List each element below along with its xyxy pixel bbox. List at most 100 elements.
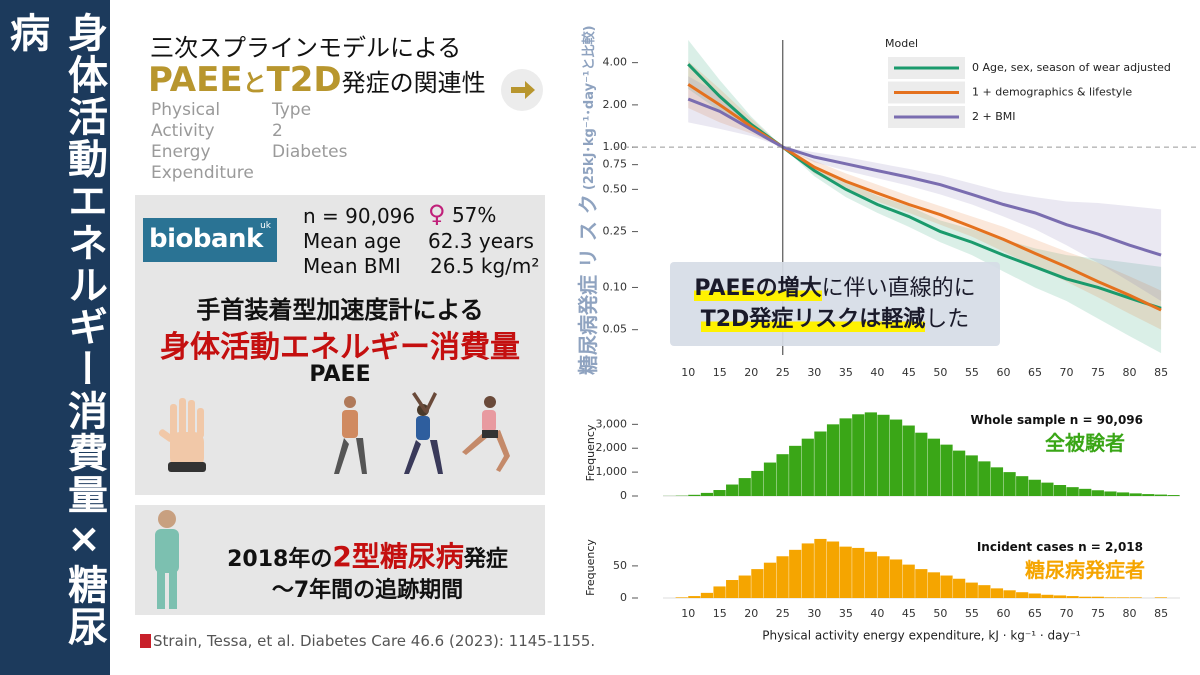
header-joiner: と: [242, 69, 267, 97]
histogram-bar: [1091, 596, 1104, 598]
histogram-bar: [864, 412, 877, 496]
histogram-bar: [1003, 590, 1016, 598]
histogram-bar: [877, 556, 890, 598]
citation: Strain, Tessa, et al. Diabetes Care 46.6…: [153, 632, 596, 650]
activity-icons: [158, 392, 510, 474]
logo-text: biobank: [149, 224, 263, 254]
annotation-highlight: PAEEの増大: [694, 276, 822, 301]
histogram-bar: [927, 572, 941, 598]
annotation-highlight: T2D発症リスクは軽減: [700, 307, 926, 332]
charts: 0.05 0.10 0.25 0.50 0.75 1.00 2.00 4.00 10 15 20 25…: [576, 25, 1200, 643]
x-tick-label: 40: [870, 607, 884, 620]
histogram-bar: [902, 425, 915, 496]
y-tick-label: 3,000: [596, 417, 628, 430]
histogram-bar: [776, 454, 789, 496]
x-tick-label: 20: [744, 607, 758, 620]
x-tick-label: 70: [1060, 607, 1074, 620]
x-axis-label: Physical activity energy expenditure, kJ…: [762, 629, 1081, 643]
histogram-bar: [940, 444, 953, 496]
x-tick-label: 50: [933, 366, 947, 379]
histogram-bar: [1066, 596, 1079, 598]
y-tick-label: 0.25: [603, 225, 628, 238]
term: Expenditure: [151, 163, 254, 183]
term: Physical: [151, 100, 221, 120]
histogram-bar: [713, 586, 726, 598]
outcome-line1: 2018年の2型糖尿病発症: [190, 535, 545, 575]
y-tick-label: 50: [613, 559, 627, 572]
histogram-bar: [1053, 485, 1067, 496]
x-tick-label: 70: [1060, 366, 1074, 379]
y-tick-label: 1.00: [603, 140, 628, 153]
plot-area: [687, 40, 1162, 354]
stretcher-icon: [404, 392, 443, 474]
histogram-bar: [814, 431, 827, 496]
histogram-bar: [801, 438, 814, 496]
histogram-bar: [1079, 488, 1092, 496]
outcome-text: 発症: [463, 547, 508, 572]
histogram-bar: [1041, 594, 1054, 598]
measure-line3: PAEE: [309, 362, 371, 387]
histogram-bar: [915, 569, 928, 598]
y-axis-label: Frequency: [584, 539, 597, 596]
histogram-bar: [940, 575, 953, 598]
arrow-icon: [501, 69, 543, 111]
outcome-line2: ～7年間の追跡期間: [271, 578, 464, 603]
x-tick-label: 30: [807, 607, 821, 620]
y-tick-label: 4.00: [603, 56, 628, 69]
histogram-bar: [789, 445, 802, 496]
histogram-bar: [688, 596, 701, 598]
histogram-bar: [826, 424, 840, 496]
walker-icon: [334, 396, 367, 474]
x-tick-label: 25: [776, 366, 790, 379]
histogram-bar: [902, 564, 915, 598]
paee-terms: Physical Activity Energy Expenditure: [151, 100, 254, 184]
histogram-bar: [1104, 597, 1117, 598]
x-tick-label: 55: [965, 607, 979, 620]
measure-line1: 手首装着型加速度計による: [196, 296, 484, 324]
histogram-bar: [675, 597, 688, 598]
histogram-bar: [1028, 593, 1041, 598]
histogram-bar: [1142, 494, 1155, 496]
age-label: Mean age: [303, 229, 402, 253]
histogram-bar: [789, 549, 802, 598]
histogram-bar: [965, 582, 978, 598]
histogram-bar: [700, 592, 714, 598]
x-tick-label: 35: [839, 366, 853, 379]
histogram-bar: [889, 419, 903, 496]
doctor-icon: [155, 510, 179, 609]
histogram-bar: [1116, 597, 1130, 598]
histogram-bar: [1129, 493, 1142, 496]
x-tick-label: 35: [839, 607, 853, 620]
legend-label: 1 + demographics & lifestyle: [972, 86, 1132, 99]
x-tick-label: 60: [996, 607, 1010, 620]
book-icon: [140, 634, 151, 648]
x-tick-label: 45: [902, 366, 916, 379]
histogram-label-ja: 全被験者: [1045, 431, 1125, 455]
x-tick-label: 80: [1123, 607, 1137, 620]
x-tick-label: 50: [933, 607, 947, 620]
histogram-bar: [700, 492, 714, 496]
outcome-highlight: 2型糖尿病: [332, 540, 464, 573]
measure-line2: 身体活動エネルギー消費量: [160, 330, 520, 365]
annotation-text: した: [925, 307, 970, 332]
histogram-bar: [751, 470, 764, 496]
x-tick-label: 85: [1154, 366, 1168, 379]
x-tick-label: 80: [1123, 366, 1137, 379]
annotation-line: T2D発症リスクは軽減した: [670, 304, 1000, 335]
x-tick-label: 55: [965, 366, 979, 379]
x-tick-label: 15: [713, 607, 727, 620]
histogram-bar: [864, 551, 877, 598]
x-tick-label: 75: [1091, 607, 1105, 620]
histogram-bar: [953, 578, 966, 598]
biobank-logo: biobank uk: [143, 218, 277, 262]
y-tick-label: 0.75: [603, 158, 628, 171]
histogram-label-ja: 糖尿病発症者: [1025, 558, 1145, 582]
header-text: 発症の関連性: [341, 69, 486, 97]
histogram-bar: [1104, 491, 1117, 496]
histogram-bar: [1016, 476, 1029, 496]
histogram-bar: [978, 461, 991, 496]
female-share: 57%: [451, 203, 497, 227]
histogram-bar: [852, 547, 865, 598]
histogram-bar: [814, 538, 827, 598]
histogram-bar: [1154, 494, 1167, 496]
